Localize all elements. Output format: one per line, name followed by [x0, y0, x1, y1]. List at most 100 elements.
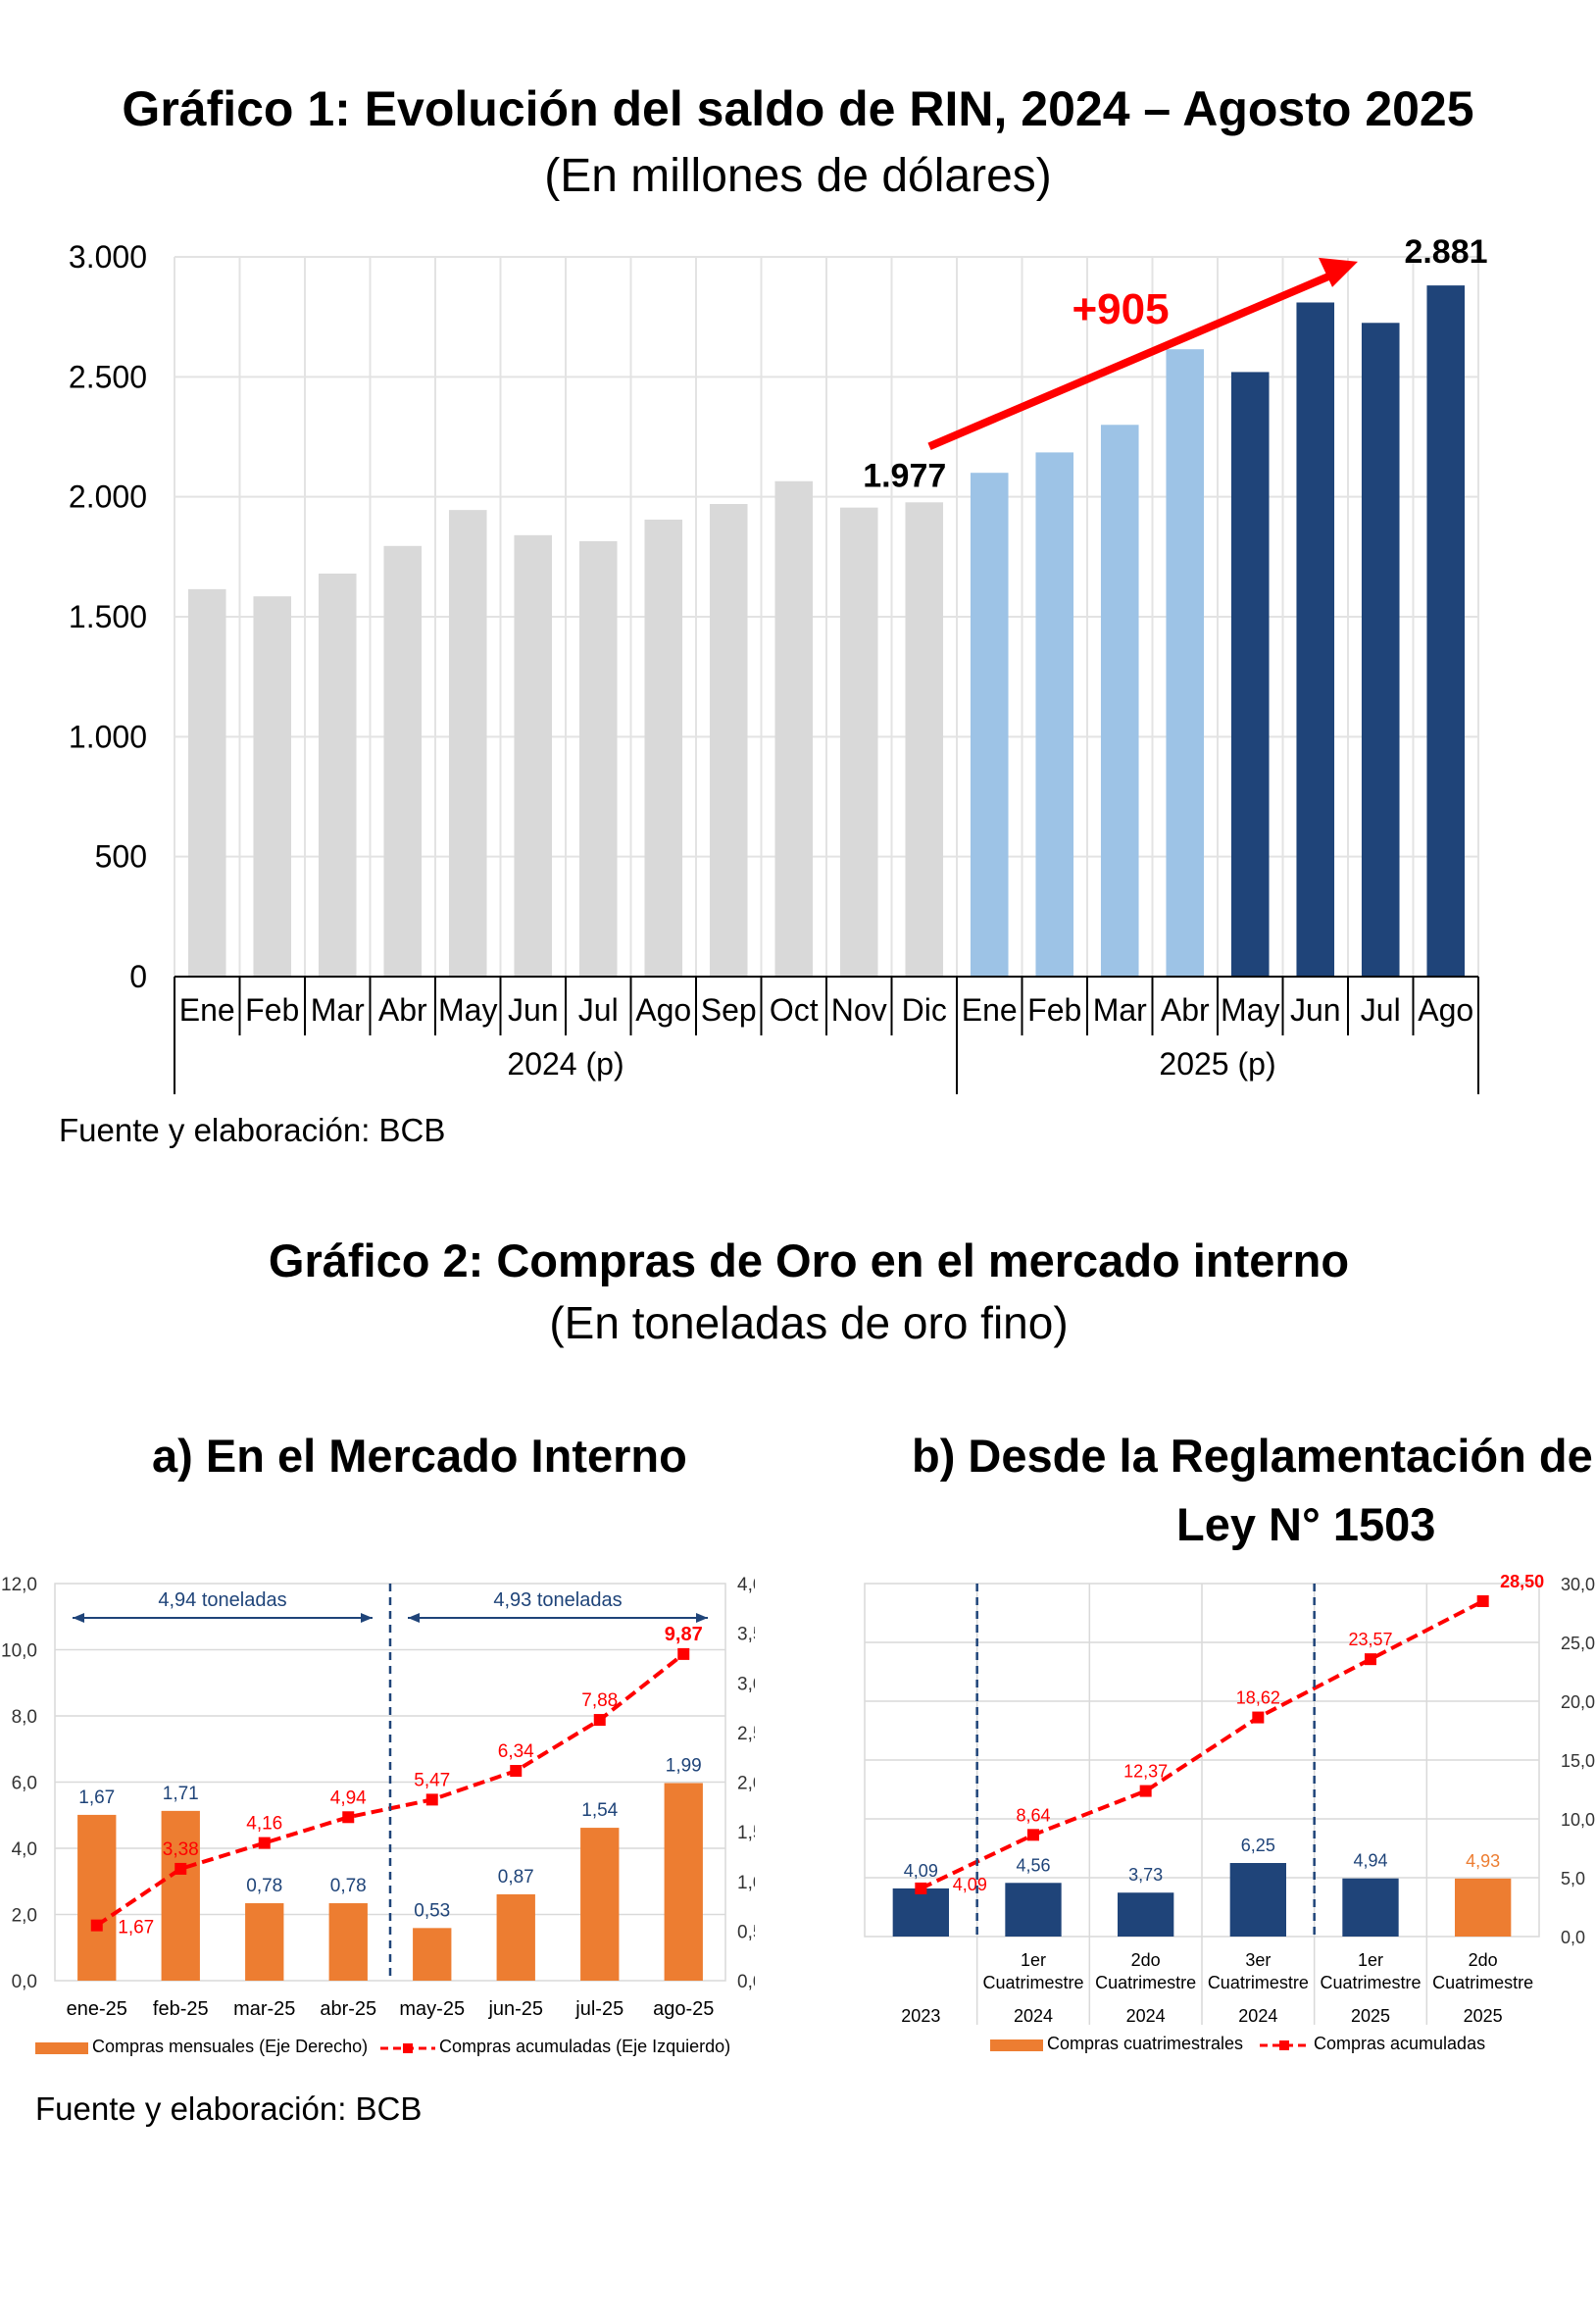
- chart1-ytick-label: 2.500: [69, 359, 147, 394]
- chart2a-line-point: [342, 1811, 355, 1824]
- chart2a-category-label: may-25: [399, 1998, 465, 2020]
- chart2b-category-line2: Cuatrimestre: [1095, 1973, 1196, 1992]
- chart2b-legend-bar-swatch: [990, 2039, 1043, 2051]
- chart1-end-value-label: 2.881: [1404, 233, 1487, 271]
- chart2a-bar: [245, 1903, 284, 1981]
- chart2a-period-arrowhead-right: [361, 1613, 373, 1623]
- chart2b-line-label: 12,37: [1123, 1762, 1168, 1782]
- chart2b-category-year: 2025: [1351, 2006, 1390, 2026]
- chart2a-bar-label: 0,78: [330, 1876, 367, 1896]
- chart2a-ytick-left: 6,0: [12, 1774, 37, 1794]
- chart2a-period-label: 4,93 toneladas: [493, 1589, 622, 1611]
- chart2b-category-year: 2025: [1464, 2006, 1503, 2026]
- chart2a-line-point: [510, 1765, 523, 1778]
- chart1-category-label: Jul: [578, 992, 619, 1028]
- chart2b-category-year: 2024: [1126, 2006, 1166, 2026]
- chart2a-bar: [496, 1893, 535, 1981]
- chart2b-category-line2: Cuatrimestre: [1208, 1973, 1309, 1992]
- chart1-category-label: Dic: [902, 992, 947, 1028]
- chart1-change-label: +905: [1072, 285, 1169, 333]
- chart1-bar: [578, 540, 618, 977]
- chart2b-legend-line-marker: [1279, 2040, 1289, 2050]
- chart1-bar: [1426, 285, 1466, 977]
- chart2-source: Fuente y elaboración: BCB: [35, 2090, 423, 2127]
- chart2a-legend-bar-label: Compras mensuales (Eje Derecho): [92, 2037, 368, 2056]
- chart2b-ytick: 0,0: [1561, 1928, 1585, 1947]
- chart1-category-label: Oct: [770, 992, 819, 1028]
- chart2a-period-arrowhead-left: [408, 1613, 420, 1623]
- chart1-category-label: May: [438, 992, 497, 1028]
- chart1-bar: [1230, 372, 1270, 977]
- panel-b-title-line1: b) Desde la Reglamentación de l: [912, 1430, 1596, 1482]
- chart1-bar: [905, 502, 944, 977]
- chart2a-period-arrowhead-left: [73, 1613, 84, 1623]
- chart1-bar: [318, 573, 357, 977]
- chart2a-bar: [328, 1903, 368, 1981]
- chart2b-line-point: [1476, 1595, 1489, 1607]
- chart2a-line-label: 7,88: [581, 1690, 618, 1711]
- chart2b-line-point: [1365, 1653, 1376, 1666]
- chart2b-category-line1: 1er: [1358, 1950, 1383, 1970]
- chart2b-ytick: 15,0: [1561, 1751, 1595, 1771]
- chart1-category-label: Mar: [1093, 992, 1147, 1028]
- chart2a-bar-label: 0,53: [414, 1900, 450, 1921]
- chart2a-period-label: 4,94 toneladas: [158, 1589, 286, 1611]
- chart1-category-label: May: [1221, 992, 1279, 1028]
- chart2b-category-line2: Cuatrimestre: [1320, 1973, 1421, 1992]
- chart2b-line-point: [1139, 1785, 1152, 1797]
- chart2a-line-point: [90, 1919, 103, 1932]
- chart2b-ytick: 5,0: [1561, 1869, 1585, 1888]
- chart2b-ytick: 10,0: [1561, 1810, 1595, 1830]
- chart2a-category-label: abr-25: [320, 1998, 376, 2020]
- chart1-growth-arrow: [927, 268, 1342, 450]
- chart1-category-label: Jun: [508, 992, 559, 1028]
- chart2b-bar: [1118, 1892, 1174, 1937]
- chart2a-line-label: 4,16: [246, 1814, 282, 1835]
- chart2b-line-label: 8,64: [1016, 1805, 1050, 1825]
- chart1-bar: [970, 473, 1009, 977]
- chart2a-line-point: [677, 1647, 690, 1660]
- chart2b-category-year: 2024: [1014, 2006, 1053, 2026]
- chart2a-gold-purchases-chart: 0,0 2,0 4,0 6,0 8,0 10,0 12,0 0,0 0,5 1,0 1,5 2,0 2,…: [1, 1575, 755, 2056]
- chart2a-category-label: mar-25: [233, 1998, 295, 2020]
- chart1-bar: [1035, 452, 1074, 977]
- chart2b-category-line1: 3er: [1245, 1950, 1271, 1970]
- chart2b-line-label: 4,09: [953, 1875, 987, 1894]
- chart2a-legend-line-marker: [403, 2043, 413, 2053]
- chart2b-legend-line-label: Compras acumuladas: [1314, 2034, 1485, 2053]
- chart1-start-value-label: 1.977: [863, 457, 946, 494]
- chart1-ytick-label: 0: [129, 959, 147, 994]
- chart2b-line-point: [1252, 1711, 1265, 1724]
- chart1-bar: [448, 510, 487, 977]
- chart2a-ytick-right: 1,0: [737, 1873, 755, 1893]
- chart2b-bar-label: 4,93: [1466, 1851, 1500, 1871]
- chart2a-ytick-left: 2,0: [12, 1906, 37, 1927]
- chart2a-category-label: jun-25: [487, 1998, 543, 2020]
- chart2a-line-point: [593, 1714, 606, 1727]
- chart2a-bar-label: 0,87: [498, 1867, 534, 1888]
- chart2a-bar-label: 1,71: [163, 1784, 199, 1804]
- chart2b-category-line2: Cuatrimestre: [982, 1973, 1083, 1992]
- chart2b-line-point: [1027, 1829, 1039, 1841]
- chart2b-bar: [1342, 1878, 1399, 1937]
- chart2b-bar: [1455, 1878, 1512, 1937]
- chart2a-category-label: ene-25: [67, 1998, 127, 2020]
- chart1-category-label: Feb: [245, 992, 299, 1028]
- chart1-category-label: Jul: [1361, 992, 1401, 1028]
- panel-b-title-line2: Ley N° 1503: [1176, 1498, 1436, 1550]
- chart1-bar: [383, 545, 423, 977]
- chart2a-line-label: 9,87: [665, 1624, 703, 1645]
- chart2a-ytick-right: 4,0: [737, 1575, 755, 1595]
- chart2a-ytick-right: 1,5: [737, 1823, 755, 1843]
- chart2a-ytick-right: 0,5: [737, 1922, 755, 1942]
- chart2a-legend-line-label: Compras acumuladas (Eje Izquierdo): [439, 2037, 730, 2056]
- chart1-bar: [709, 504, 748, 977]
- chart2b-bar: [1229, 1863, 1286, 1937]
- chart1-source: Fuente y elaboración: BCB: [59, 1112, 446, 1148]
- chart1-category-label: Ene: [179, 992, 235, 1028]
- chart2a-line-point: [425, 1793, 438, 1806]
- chart2a-bar-label: 1,99: [666, 1756, 702, 1777]
- chart2b-line-point: [915, 1882, 927, 1894]
- chart2b-bar-label: 4,94: [1353, 1851, 1387, 1871]
